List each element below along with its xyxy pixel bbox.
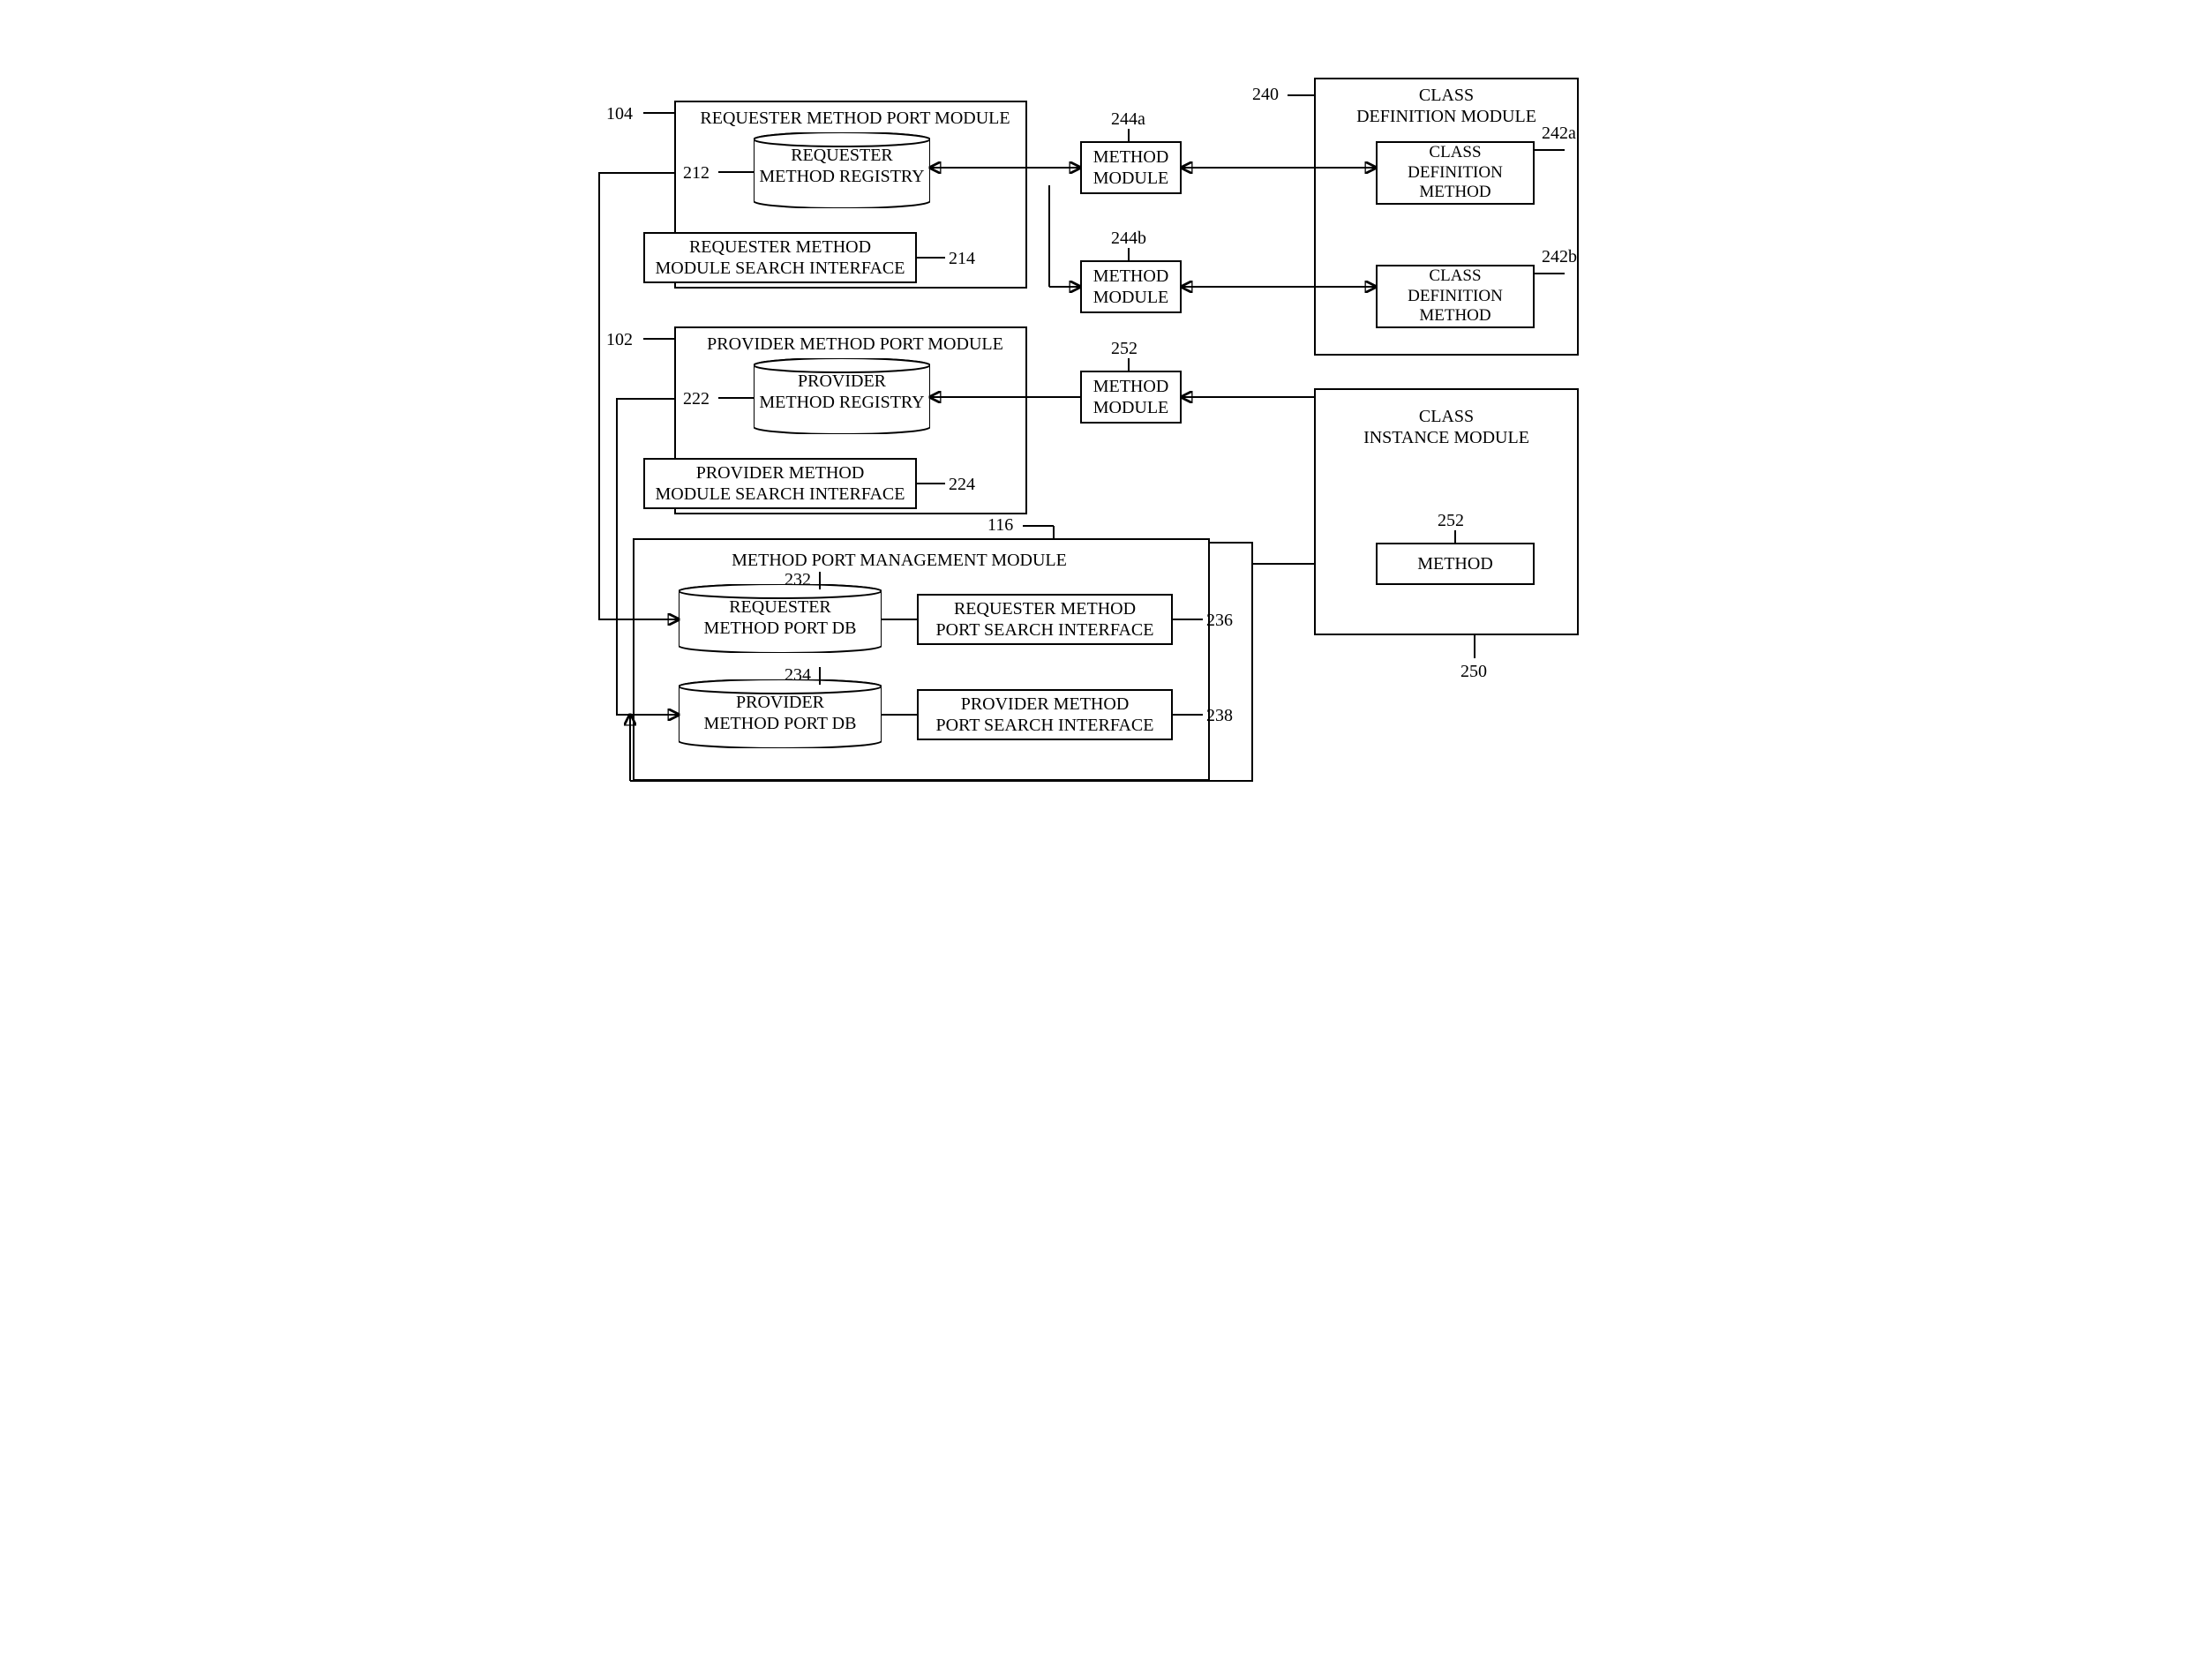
provider-port-search: PROVIDER METHOD PORT SEARCH INTERFACE <box>917 689 1173 740</box>
ref-234: 234 <box>785 665 811 686</box>
ref-242b: 242b <box>1542 247 1577 267</box>
class-def-method-a: CLASS DEFINITION METHOD <box>1376 141 1535 205</box>
ref-244b: 244b <box>1111 229 1146 249</box>
provider-port-module-title: PROVIDER METHOD PORT MODULE <box>696 334 1014 355</box>
ref-212: 212 <box>683 163 710 184</box>
ref-242a: 242a <box>1542 124 1576 144</box>
requester-port-db: REQUESTER METHOD PORT DB <box>679 584 882 653</box>
ref-104: 104 <box>606 104 633 124</box>
provider-registry-db-label: PROVIDER METHOD REGISTRY <box>754 371 930 413</box>
ref-240: 240 <box>1252 85 1279 105</box>
provider-port-db: PROVIDER METHOD PORT DB <box>679 679 882 748</box>
ref-102: 102 <box>606 330 633 350</box>
requester-registry-db: REQUESTER METHOD REGISTRY <box>754 132 930 208</box>
requester-port-module-title: REQUESTER METHOD PORT MODULE <box>696 108 1014 129</box>
ref-238: 238 <box>1206 706 1233 726</box>
method-module-a: METHOD MODULE <box>1080 141 1182 194</box>
method-module-252: METHOD MODULE <box>1080 371 1182 424</box>
ref-232: 232 <box>785 570 811 590</box>
method-box: METHOD <box>1376 543 1535 585</box>
provider-registry-db: PROVIDER METHOD REGISTRY <box>754 358 930 434</box>
requester-port-db-label: REQUESTER METHOD PORT DB <box>679 596 882 639</box>
class-instance-module-title: CLASS INSTANCE MODULE <box>1332 406 1561 448</box>
provider-search-iface: PROVIDER METHOD MODULE SEARCH INTERFACE <box>643 458 917 509</box>
requester-search-iface: REQUESTER METHOD MODULE SEARCH INTERFACE <box>643 232 917 283</box>
requester-registry-db-label: REQUESTER METHOD REGISTRY <box>754 145 930 187</box>
ref-214: 214 <box>949 249 975 269</box>
provider-port-db-label: PROVIDER METHOD PORT DB <box>679 692 882 734</box>
class-def-module-title: CLASS DEFINITION MODULE <box>1332 85 1561 127</box>
ref-250: 250 <box>1460 662 1487 682</box>
ref-116: 116 <box>987 515 1013 536</box>
ref-222: 222 <box>683 389 710 409</box>
class-def-method-b: CLASS DEFINITION METHOD <box>1376 265 1535 328</box>
ref-236: 236 <box>1206 611 1233 631</box>
method-module-b: METHOD MODULE <box>1080 260 1182 313</box>
ref-224: 224 <box>949 475 975 495</box>
ref-252a: 252 <box>1111 339 1138 359</box>
port-mgmt-module-title: METHOD PORT MANAGEMENT MODULE <box>723 550 1076 571</box>
requester-port-search: REQUESTER METHOD PORT SEARCH INTERFACE <box>917 594 1173 645</box>
ref-252b: 252 <box>1438 511 1464 531</box>
ref-244a: 244a <box>1111 109 1145 130</box>
